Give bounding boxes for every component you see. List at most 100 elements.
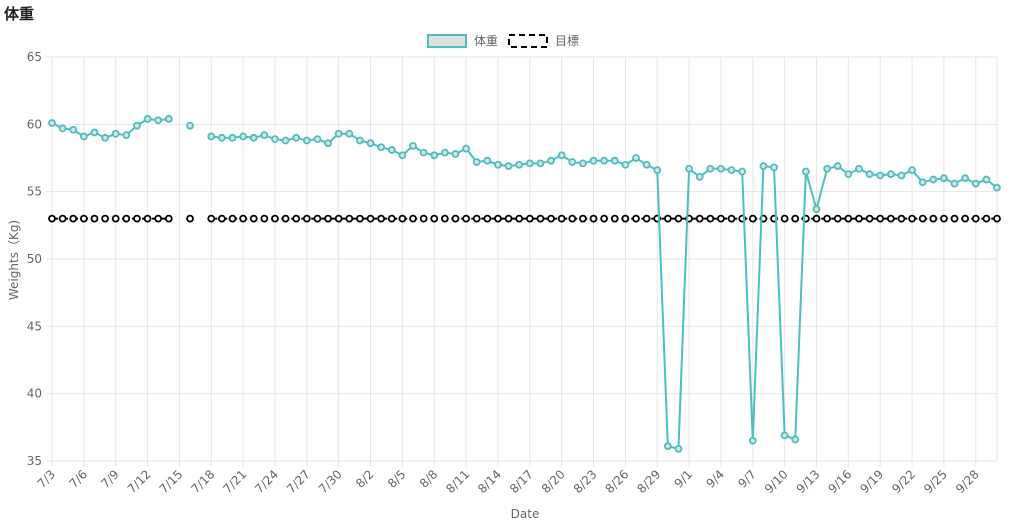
weight-point	[610, 156, 619, 165]
weight-point	[706, 164, 715, 173]
target-point	[101, 214, 109, 223]
target-point	[494, 214, 502, 223]
weight-point	[727, 166, 736, 175]
legend-swatch-weight[interactable]	[427, 34, 467, 48]
target-point	[90, 214, 99, 223]
x-tick-label: 9/1	[672, 467, 696, 491]
weight-point	[69, 125, 78, 134]
target-point	[111, 214, 120, 223]
weight-point	[663, 442, 672, 451]
weight-point	[302, 136, 311, 145]
target-point	[929, 214, 938, 223]
weight-point	[738, 167, 747, 176]
y-tick-label: 65	[27, 50, 42, 64]
target-point	[610, 214, 619, 223]
x-tick-label: 8/23	[571, 467, 600, 496]
x-tick-label: 8/11	[443, 467, 472, 496]
weight-point	[494, 160, 502, 169]
weight-point	[292, 133, 301, 142]
grid-lines	[46, 56, 998, 467]
target-point	[122, 214, 131, 223]
target-point	[908, 214, 916, 223]
weight-point	[791, 435, 800, 444]
target-point	[313, 214, 322, 223]
target-point	[717, 214, 725, 223]
target-point	[345, 214, 354, 223]
weight-point	[377, 143, 386, 152]
target-point	[589, 214, 598, 223]
weight-point	[801, 167, 810, 176]
weight-point	[536, 159, 545, 168]
weight-point	[908, 166, 916, 175]
weight-point	[642, 160, 651, 169]
weight-series	[48, 115, 1001, 453]
target-point	[674, 214, 683, 223]
y-tick-label: 40	[27, 387, 42, 401]
weight-point	[993, 183, 1001, 192]
weight-point	[961, 174, 970, 183]
weight-point	[228, 133, 237, 142]
x-tick-label: 8/20	[539, 467, 568, 496]
weight-point	[217, 133, 226, 142]
target-point	[663, 214, 672, 223]
x-tick-label: 8/26	[603, 467, 632, 496]
x-tick-label: 8/2	[353, 467, 377, 491]
target-point	[164, 214, 173, 223]
target-point	[186, 214, 194, 223]
target-point	[419, 214, 428, 223]
weight-point	[632, 154, 640, 162]
weight-point	[568, 158, 577, 166]
target-point	[568, 214, 577, 223]
weight-point	[876, 171, 885, 180]
x-tick-label: 9/22	[889, 467, 918, 496]
x-tick-label: 9/16	[826, 467, 855, 496]
target-point	[982, 214, 991, 223]
target-point	[483, 214, 492, 223]
x-tick-label: 9/10	[762, 467, 791, 496]
weight-point	[759, 162, 768, 170]
target-point	[260, 214, 269, 223]
weight-point	[929, 175, 938, 184]
weight-point	[90, 128, 99, 137]
target-point	[791, 214, 800, 223]
target-point	[133, 214, 141, 223]
target-point	[398, 214, 407, 223]
weight-point	[345, 129, 354, 138]
target-point	[207, 214, 216, 223]
weight-point	[324, 139, 332, 148]
weight-point	[823, 164, 832, 173]
weight-point	[472, 158, 481, 166]
weight-point	[886, 170, 895, 179]
x-tick-label: 7/6	[66, 467, 90, 491]
target-point	[536, 214, 545, 223]
target-point	[504, 214, 513, 223]
target-point	[430, 214, 439, 223]
page-title: 体重	[4, 5, 35, 23]
target-point	[281, 214, 290, 223]
legend-label-weight[interactable]: 体重	[474, 34, 498, 48]
weight-point	[79, 132, 88, 141]
weight-point	[186, 121, 194, 130]
target-point	[961, 214, 970, 223]
legend-swatch-target[interactable]	[508, 34, 548, 48]
target-series	[48, 214, 1001, 223]
target-point	[366, 214, 375, 223]
target-point	[451, 214, 460, 223]
target-point	[886, 214, 895, 223]
target-point	[621, 214, 630, 223]
weight-point	[695, 172, 704, 181]
legend-label-target[interactable]: 目標	[555, 34, 579, 48]
weight-point	[547, 156, 555, 165]
weight-point	[387, 146, 396, 154]
weight-point	[122, 131, 131, 140]
x-tick-label: 9/7	[735, 467, 759, 491]
target-point	[387, 214, 396, 223]
target-point	[143, 214, 152, 223]
x-tick-label: 8/8	[417, 467, 441, 491]
target-point	[525, 214, 534, 223]
weight-point	[419, 148, 428, 157]
weight-point	[717, 164, 725, 173]
target-point	[578, 214, 587, 223]
target-point	[865, 214, 874, 223]
target-point	[239, 214, 248, 223]
